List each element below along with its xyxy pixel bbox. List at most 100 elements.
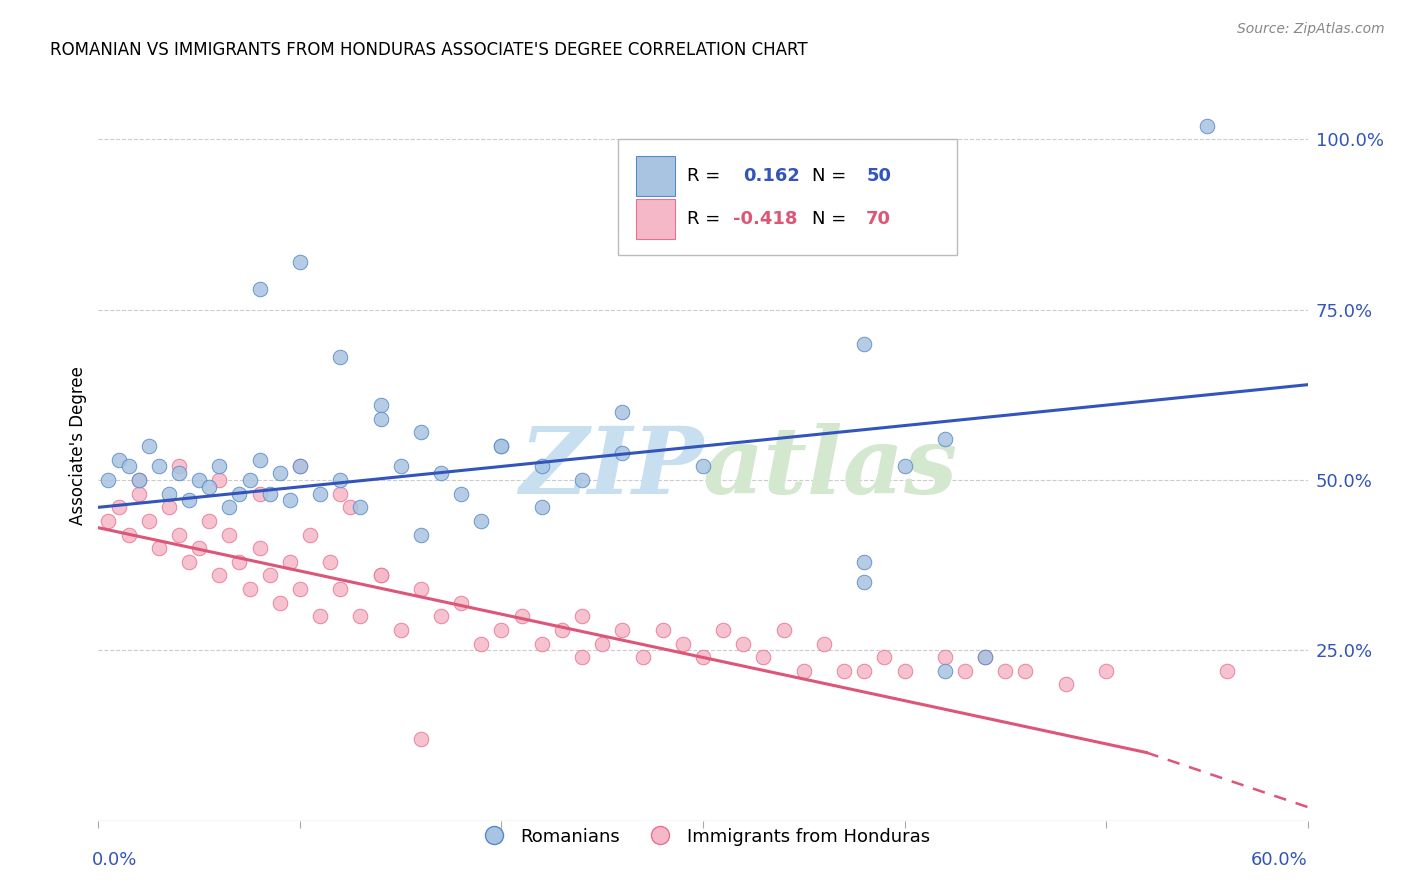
- Point: [711, 623, 734, 637]
- Point: [349, 609, 371, 624]
- Point: [278, 555, 301, 569]
- Point: [853, 575, 876, 590]
- Text: ZIP: ZIP: [519, 424, 703, 514]
- Point: [259, 486, 281, 500]
- Point: [269, 596, 291, 610]
- Point: [1095, 664, 1118, 678]
- Point: [1054, 677, 1077, 691]
- Point: [228, 555, 250, 569]
- Point: [692, 459, 714, 474]
- Point: [179, 555, 201, 569]
- Point: [208, 459, 231, 474]
- Point: [249, 541, 271, 556]
- Point: [934, 432, 956, 446]
- Point: [551, 623, 574, 637]
- Point: [288, 459, 311, 474]
- Point: [97, 473, 120, 487]
- Point: [591, 636, 613, 650]
- Point: [239, 473, 262, 487]
- Point: [128, 486, 150, 500]
- Point: [179, 493, 201, 508]
- Text: atlas: atlas: [703, 424, 959, 514]
- Point: [974, 650, 997, 665]
- Point: [612, 405, 634, 419]
- Point: [571, 473, 593, 487]
- Point: [259, 568, 281, 582]
- Point: [953, 664, 976, 678]
- Point: [218, 500, 240, 515]
- Point: [853, 555, 876, 569]
- Point: [974, 650, 997, 665]
- Point: [692, 650, 714, 665]
- Point: [409, 527, 432, 541]
- Point: [409, 582, 432, 596]
- Point: [128, 473, 150, 487]
- Point: [491, 439, 513, 453]
- Point: [571, 609, 593, 624]
- Point: [530, 636, 553, 650]
- Text: R =: R =: [688, 168, 733, 186]
- Point: [167, 459, 190, 474]
- Legend: Romanians, Immigrants from Honduras: Romanians, Immigrants from Honduras: [468, 821, 938, 853]
- Text: Source: ZipAtlas.com: Source: ZipAtlas.com: [1237, 22, 1385, 37]
- Point: [118, 459, 141, 474]
- Point: [349, 500, 371, 515]
- Point: [188, 473, 211, 487]
- Point: [319, 555, 342, 569]
- Point: [370, 568, 392, 582]
- Point: [97, 514, 120, 528]
- Y-axis label: Associate's Degree: Associate's Degree: [69, 367, 87, 525]
- Point: [450, 596, 472, 610]
- Point: [107, 452, 129, 467]
- Point: [530, 500, 553, 515]
- Point: [873, 650, 896, 665]
- Point: [853, 664, 876, 678]
- Point: [934, 664, 956, 678]
- Point: [672, 636, 695, 650]
- Point: [138, 514, 160, 528]
- Point: [198, 514, 221, 528]
- Point: [218, 527, 240, 541]
- Point: [138, 439, 160, 453]
- Point: [470, 636, 492, 650]
- Point: [309, 486, 332, 500]
- Text: R =: R =: [688, 210, 727, 228]
- Point: [329, 582, 352, 596]
- Point: [249, 282, 271, 296]
- Point: [288, 255, 311, 269]
- Point: [934, 650, 956, 665]
- Point: [853, 336, 876, 351]
- Point: [157, 486, 180, 500]
- Point: [370, 411, 392, 425]
- Point: [1014, 664, 1036, 678]
- Point: [167, 467, 190, 481]
- Point: [409, 731, 432, 746]
- Point: [491, 439, 513, 453]
- FancyBboxPatch shape: [637, 199, 675, 239]
- Point: [228, 486, 250, 500]
- Point: [198, 480, 221, 494]
- Point: [813, 636, 835, 650]
- Point: [733, 636, 755, 650]
- Point: [571, 650, 593, 665]
- Point: [530, 459, 553, 474]
- Point: [612, 446, 634, 460]
- Point: [208, 568, 231, 582]
- Point: [288, 459, 311, 474]
- Point: [370, 398, 392, 412]
- Point: [631, 650, 654, 665]
- Text: 60.0%: 60.0%: [1251, 851, 1308, 869]
- Point: [752, 650, 775, 665]
- Point: [167, 527, 190, 541]
- Point: [651, 623, 673, 637]
- Point: [1216, 664, 1239, 678]
- Point: [188, 541, 211, 556]
- Text: 0.162: 0.162: [742, 168, 800, 186]
- Point: [491, 623, 513, 637]
- Point: [893, 664, 915, 678]
- Point: [329, 351, 352, 365]
- Point: [339, 500, 361, 515]
- Point: [157, 500, 180, 515]
- Text: 50: 50: [866, 168, 891, 186]
- Point: [329, 473, 352, 487]
